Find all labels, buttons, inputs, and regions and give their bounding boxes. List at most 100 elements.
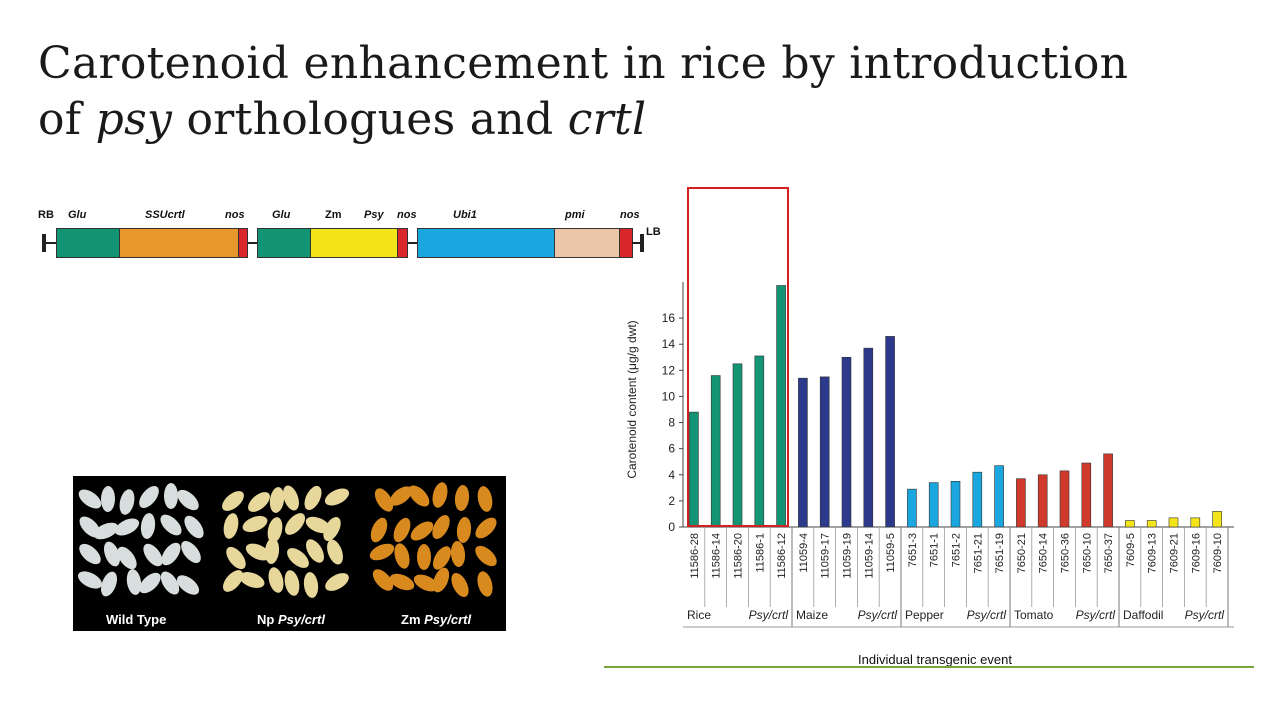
bar <box>1125 520 1135 528</box>
group-label: Pepper <box>905 608 944 622</box>
y-axis-label: Carotenoid content (μg/g dwt) <box>625 320 639 478</box>
rice-grain <box>157 511 186 540</box>
rice-grain <box>471 514 501 543</box>
x-tick-label: 7650-10 <box>1081 533 1093 573</box>
psy-segment <box>310 228 398 258</box>
bar <box>819 376 830 528</box>
backbone-line <box>42 242 58 244</box>
rice-grain <box>322 569 352 595</box>
title-text: of <box>38 94 96 145</box>
rice-grain <box>282 568 302 597</box>
group-label: Maize <box>796 608 828 622</box>
glu-promoter-segment <box>56 228 120 258</box>
bar <box>1103 453 1113 528</box>
group-construct-label: Psy/crtl <box>858 608 898 622</box>
title-italic-crtl: crtl <box>567 94 647 145</box>
rice-grain <box>392 541 413 571</box>
bar <box>907 488 917 528</box>
divider-line <box>604 666 1254 668</box>
rice-grain <box>323 536 346 567</box>
backbone-line <box>408 242 418 244</box>
rice-grain <box>116 487 137 517</box>
x-axis-title: Individual transgenic event <box>858 652 1012 667</box>
x-tick-label: 11586-12 <box>776 533 788 579</box>
zm-prefix: Zm <box>401 612 425 627</box>
x-tick-label: 11586-14 <box>711 533 723 579</box>
x-tick-label: 7609-21 <box>1169 533 1181 573</box>
x-tick-label: 11586-28 <box>689 533 701 579</box>
rice-grain <box>100 485 116 512</box>
y-tick-label: 16 <box>662 311 676 325</box>
construct-label-psy: Psy <box>364 209 384 221</box>
bar <box>710 375 721 528</box>
pmi-segment <box>554 228 620 258</box>
bar <box>732 363 743 528</box>
x-tick-label: 11059-5 <box>885 533 897 573</box>
ubi1-promoter-segment <box>417 228 555 258</box>
chart-svg: 0 2 4 6 8 10 12 14 16 Carotenoid content (μg/g dw… <box>625 282 1234 628</box>
right-border-marker <box>640 234 644 252</box>
x-tick-label: 7651-21 <box>972 533 984 573</box>
carotenoid-bar-chart: 0 2 4 6 8 10 12 14 16 Carotenoid content (μg/g dw… <box>600 180 1260 680</box>
backbone-line <box>248 242 258 244</box>
y-tick-label: 2 <box>668 494 675 508</box>
rice-grain <box>164 482 179 509</box>
title-line-1: Carotenoid enhancement in rice by introd… <box>38 38 1129 89</box>
group-construct-label: Psy/crtl <box>967 608 1007 622</box>
rice-grain <box>221 511 241 541</box>
group-label: Daffodil <box>1123 608 1163 622</box>
bar <box>1037 474 1048 528</box>
rice-highlight-box <box>687 187 789 527</box>
rice-grain <box>138 512 157 541</box>
group-construct-label: Psy/crtl <box>1185 608 1225 622</box>
nos-terminator-segment <box>397 228 408 258</box>
x-tick-label: 7609-16 <box>1190 533 1202 573</box>
np-prefix: Np <box>257 612 278 627</box>
x-tick-label: 11059-4 <box>798 533 810 573</box>
construct-label-lb: LB <box>646 226 661 238</box>
rice-grain <box>135 568 165 597</box>
rice-grain <box>367 515 391 545</box>
wild-type-label: Wild Type <box>106 612 167 627</box>
rice-grain <box>112 514 142 539</box>
y-tick-label: 0 <box>668 520 675 534</box>
gene-construct-diagram: RB Glu SSUcrtl nos Glu Zm Psy nos Ubi1 p… <box>30 200 680 270</box>
rice-grain <box>266 565 286 594</box>
rice-grain <box>280 482 303 513</box>
x-tick-label: 11059-19 <box>842 533 854 579</box>
x-tick-label: 7650-37 <box>1103 533 1115 573</box>
bar <box>798 377 808 528</box>
rice-grain <box>455 516 473 544</box>
construct-label-rb: RB <box>38 209 54 221</box>
rice-grain <box>447 570 472 600</box>
bar <box>863 347 874 528</box>
bar <box>885 336 895 528</box>
bar <box>1190 517 1201 528</box>
x-tick-label: 11059-17 <box>820 533 832 579</box>
group-label: Tomato <box>1014 608 1054 622</box>
bar <box>841 356 852 528</box>
construct-label-glu: Glu <box>68 209 87 221</box>
bar <box>1146 520 1157 528</box>
rice-grain <box>239 512 270 535</box>
x-tick-label: 7650-21 <box>1016 533 1028 573</box>
group-label: Rice <box>687 608 711 622</box>
bar <box>1168 517 1179 528</box>
rice-grain <box>387 569 417 594</box>
group-construct-label: Psy/crtl <box>1076 608 1116 622</box>
x-tick-label: 7651-19 <box>994 533 1006 573</box>
construct-label-zm: Zm <box>325 209 342 221</box>
group-construct-label: Psy/crtl <box>749 608 789 622</box>
rice-grain <box>430 480 451 510</box>
rice-grain <box>453 484 470 512</box>
rice-grain <box>450 540 467 568</box>
bar <box>994 465 1004 528</box>
rice-grain <box>177 537 205 567</box>
rice-grain <box>390 515 414 545</box>
construct-label-nos: nos <box>620 209 640 221</box>
rice-grain <box>263 537 280 565</box>
rice-grain <box>218 487 248 515</box>
rice-grain <box>471 542 501 571</box>
construct-label-nos: nos <box>397 209 417 221</box>
x-tick-label: 11586-1 <box>754 533 766 573</box>
